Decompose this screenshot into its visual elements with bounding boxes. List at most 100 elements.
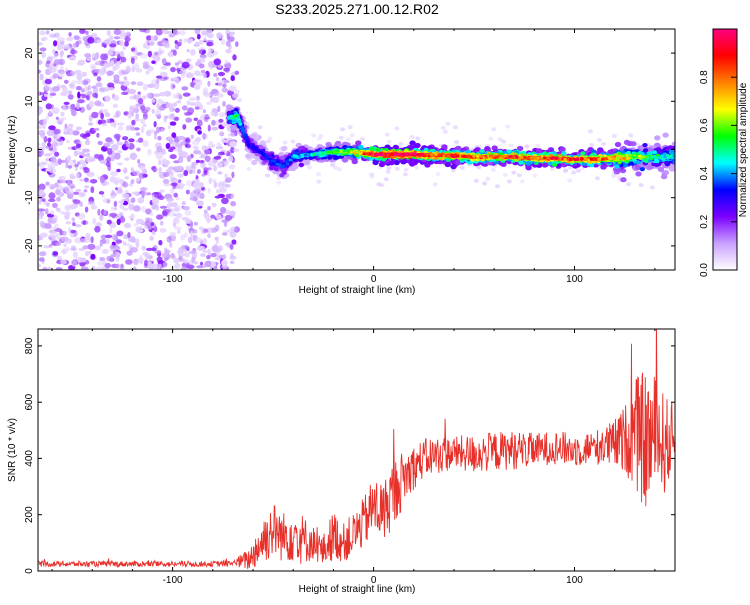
noise-cell	[167, 51, 175, 57]
noise-cell	[229, 140, 237, 148]
noise-cell	[137, 137, 144, 143]
ridge-cell	[414, 142, 421, 149]
noise-cell	[177, 173, 184, 178]
noise-cell	[176, 100, 182, 104]
noise-cell	[206, 255, 211, 260]
noise-cell	[221, 197, 229, 205]
noise-cell	[106, 219, 112, 225]
noise-cell	[124, 157, 130, 161]
noise-cell	[104, 262, 112, 269]
noise-cell	[113, 133, 121, 140]
noise-cell	[72, 222, 76, 227]
noise-cell	[75, 143, 82, 149]
noise-cell	[52, 251, 58, 256]
noise-cell	[81, 266, 89, 270]
noise-cell	[132, 107, 140, 114]
noise-cell	[38, 124, 44, 129]
ridge-cell	[525, 165, 532, 171]
noise-cell	[193, 83, 201, 90]
ridge-cell	[656, 147, 662, 152]
noise-cell	[229, 260, 235, 265]
noise-cell	[150, 35, 155, 41]
noise-cell	[524, 144, 530, 149]
noise-cell	[131, 62, 140, 70]
noise-cell	[224, 150, 228, 154]
noise-cell	[124, 189, 129, 194]
noise-cell	[398, 141, 404, 146]
noise-cell	[45, 115, 50, 122]
noise-cell	[192, 181, 200, 189]
noise-cell	[66, 73, 73, 77]
noise-cell	[156, 103, 160, 110]
noise-cell	[200, 253, 206, 257]
noise-cell	[39, 30, 46, 36]
noise-cell	[442, 129, 448, 134]
noise-cell	[93, 72, 98, 77]
noise-cell	[203, 228, 209, 233]
noise-cell	[50, 210, 54, 215]
noise-cell	[88, 250, 92, 255]
noise-cell	[87, 84, 92, 91]
noise-cell	[316, 136, 322, 141]
noise-cell	[93, 127, 100, 131]
noise-cell	[190, 221, 194, 228]
noise-cell	[101, 248, 109, 255]
noise-cell	[196, 95, 200, 101]
noise-cell	[202, 249, 208, 254]
noise-cell	[109, 227, 113, 234]
noise-cell	[193, 260, 198, 265]
noise-cell	[155, 204, 159, 211]
noise-cell	[217, 245, 223, 252]
noise-cell	[60, 159, 66, 163]
noise-cell	[185, 117, 193, 123]
noise-cell	[110, 194, 116, 199]
noise-cell	[112, 234, 116, 241]
noise-cell	[167, 211, 176, 217]
noise-cell	[68, 32, 72, 37]
ridge-cell	[671, 141, 675, 147]
noise-cell	[199, 160, 205, 163]
noise-cell	[40, 232, 48, 238]
noise-cell	[103, 108, 108, 114]
noise-cell	[453, 125, 458, 130]
noise-cell	[164, 115, 169, 119]
noise-cell	[180, 266, 188, 270]
noise-cell	[70, 185, 76, 189]
noise-cell	[97, 155, 104, 162]
noise-cell	[142, 83, 148, 91]
ridge-cell	[664, 162, 671, 167]
noise-cell	[89, 179, 98, 184]
noise-cell	[173, 222, 176, 228]
noise-cell	[172, 93, 177, 99]
noise-cell	[57, 158, 62, 165]
noise-cell	[146, 35, 152, 41]
noise-cell	[171, 29, 178, 35]
noise-cell	[450, 168, 456, 173]
noise-cell	[129, 95, 134, 100]
noise-cell	[38, 42, 43, 46]
noise-cell	[119, 50, 125, 58]
ridge-cell	[375, 147, 381, 152]
noise-cell	[110, 122, 114, 127]
noise-cell	[178, 179, 182, 184]
noise-cell	[122, 136, 129, 141]
noise-cell	[184, 245, 190, 250]
noise-cell	[62, 104, 66, 109]
noise-cell	[75, 126, 83, 131]
noise-cell	[228, 157, 234, 162]
noise-cell	[45, 208, 49, 215]
noise-cell	[118, 212, 124, 217]
noise-cell	[197, 47, 206, 51]
noise-cell	[183, 170, 189, 177]
noise-cell	[76, 71, 81, 76]
noise-cell	[152, 93, 161, 97]
noise-cell	[601, 141, 607, 146]
noise-cell	[196, 169, 201, 175]
noise-cell	[46, 129, 54, 137]
noise-cell	[45, 157, 50, 162]
noise-cell	[267, 136, 273, 141]
noise-cell	[156, 75, 163, 79]
ridge-cell	[642, 143, 648, 148]
noise-cell	[132, 205, 141, 212]
